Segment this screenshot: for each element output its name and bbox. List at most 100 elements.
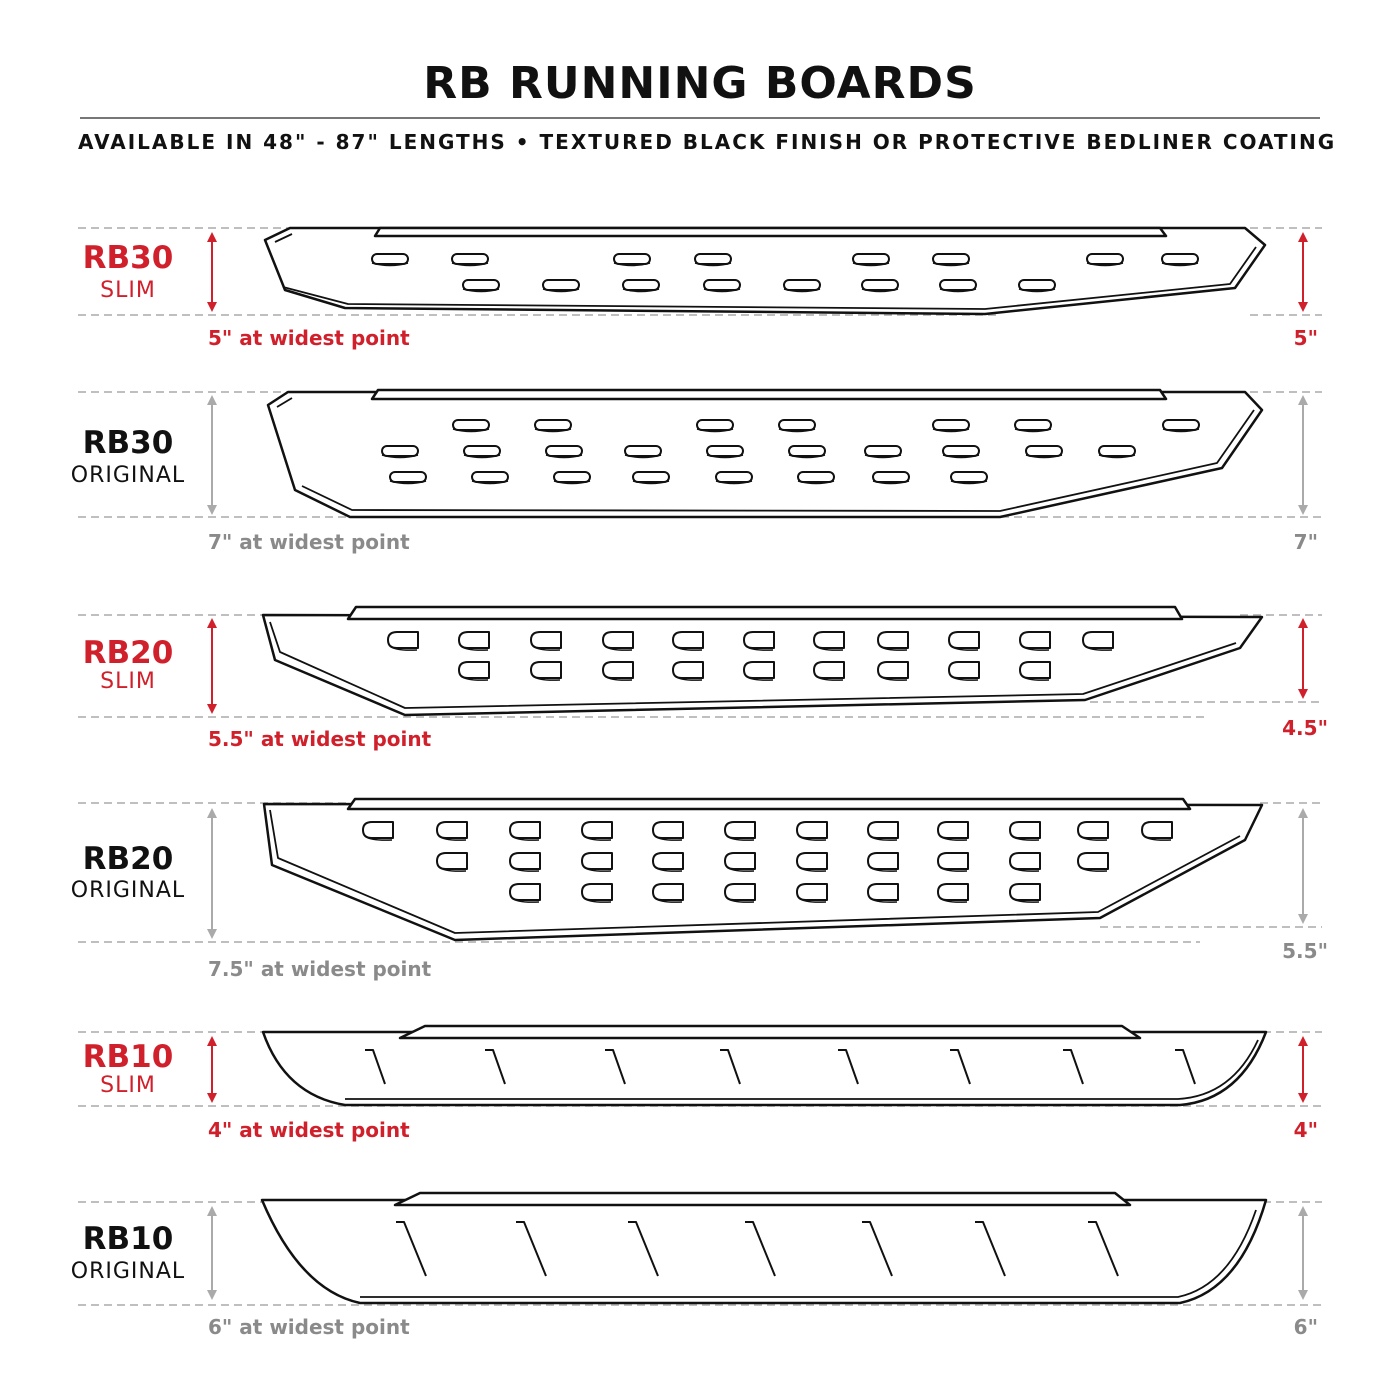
slot-hole <box>613 253 651 265</box>
traction-hole-shadow <box>438 866 467 872</box>
slot-hole-shadow <box>542 288 580 293</box>
groove-slash <box>516 1221 547 1277</box>
traction-hole-shadow <box>950 645 979 651</box>
traction-hole-shadow <box>460 675 489 681</box>
slot-hole-shadow <box>696 428 734 433</box>
traction-hole <box>509 852 541 870</box>
slot-hole-shadow <box>783 288 821 293</box>
traction-hole-shadow <box>511 897 540 903</box>
slot-hole <box>381 445 419 457</box>
arrow-head-down <box>207 1290 217 1300</box>
slot-hole-shadow <box>797 480 835 485</box>
arrow-head-down <box>207 1093 217 1103</box>
slot-hole-shadow <box>942 454 980 459</box>
slot-hole-shadow <box>788 454 826 459</box>
traction-hole <box>672 661 704 679</box>
board-top-lip <box>393 1191 1132 1207</box>
traction-hole <box>867 821 899 839</box>
slot-hole <box>1086 253 1124 265</box>
slot-hole-shadow <box>471 480 509 485</box>
board-edge-line <box>269 621 1237 709</box>
traction-hole <box>509 883 541 901</box>
groove-slash <box>975 1221 1006 1277</box>
traction-hole <box>1077 821 1109 839</box>
traction-hole <box>581 821 613 839</box>
traction-hole <box>458 661 490 679</box>
dimension-arrow <box>1298 808 1308 924</box>
arrow-head-down <box>1298 302 1308 312</box>
slot-hole <box>852 253 890 265</box>
running-board-rb30-slim <box>263 226 1267 316</box>
traction-hole-shadow <box>1079 835 1108 841</box>
groove-slash <box>365 1049 386 1085</box>
slot-hole <box>861 279 899 291</box>
slot-hole <box>1161 253 1199 265</box>
dimension-arrow <box>207 395 217 515</box>
arrow-head-down <box>207 302 217 312</box>
traction-hole-shadow <box>726 835 755 841</box>
traction-hole <box>724 821 756 839</box>
variant-rb30-slim: SLIM <box>100 278 156 303</box>
traction-hole-shadow <box>879 675 908 681</box>
slot-hole <box>1162 419 1200 431</box>
right-label-rb30-original: 7" <box>1293 530 1318 554</box>
traction-hole <box>652 852 684 870</box>
groove-slash <box>950 1049 971 1085</box>
traction-hole <box>1019 631 1051 649</box>
model-rb30-original: RB30 <box>82 425 174 461</box>
slot-hole-shadow <box>703 288 741 293</box>
dimension-arrow <box>1298 1036 1308 1103</box>
traction-hole <box>1077 852 1109 870</box>
arrow-head-down <box>207 929 217 939</box>
traction-hole-shadow <box>745 675 774 681</box>
slot-hole <box>715 471 753 483</box>
traction-hole <box>530 661 562 679</box>
board-top-lip <box>398 1024 1142 1040</box>
arrow-head-down <box>207 704 217 714</box>
groove-slash <box>605 1049 626 1085</box>
arrow-head-up <box>207 808 217 818</box>
arrow-head-down <box>1298 1093 1308 1103</box>
slot-hole <box>864 445 902 457</box>
traction-hole-shadow <box>879 645 908 651</box>
slot-hole <box>545 445 583 457</box>
traction-hole <box>362 821 394 839</box>
traction-hole <box>602 661 634 679</box>
traction-hole <box>436 852 468 870</box>
groove-slash <box>396 1221 427 1277</box>
slot-hole-shadow <box>553 480 591 485</box>
board-outline <box>262 802 1264 942</box>
slot-hole-shadow <box>1014 428 1052 433</box>
slot-hole-shadow <box>778 428 816 433</box>
traction-hole-shadow <box>815 645 844 651</box>
traction-hole-shadow <box>745 645 774 651</box>
arrow-head-up <box>1298 808 1308 818</box>
traction-hole <box>867 852 899 870</box>
slot-hole <box>1025 445 1063 457</box>
slot-hole <box>932 419 970 431</box>
model-rb30-slim: RB30 <box>82 240 174 276</box>
traction-hole <box>724 852 756 870</box>
model-rb20-slim: RB20 <box>82 635 174 671</box>
slot-hole <box>471 471 509 483</box>
dimension-arrow <box>207 232 217 312</box>
arrow-head-up <box>207 395 217 405</box>
traction-hole-shadow <box>726 866 755 872</box>
traction-hole <box>672 631 704 649</box>
slot-hole <box>706 445 744 457</box>
running-board-rb30-original <box>266 388 1264 519</box>
slot-hole <box>1018 279 1056 291</box>
traction-hole-shadow <box>939 897 968 903</box>
traction-hole <box>867 883 899 901</box>
running-board-rb10-slim <box>261 1024 1268 1107</box>
slot-hole <box>932 253 970 265</box>
slot-hole-shadow <box>389 480 427 485</box>
slot-hole-shadow <box>1161 262 1199 267</box>
traction-hole-shadow <box>1084 645 1113 651</box>
slot-hole-shadow <box>872 480 910 485</box>
traction-hole-shadow <box>583 835 612 841</box>
dimension-arrow <box>1298 618 1308 699</box>
dimension-arrow <box>1298 395 1308 515</box>
groove-slash <box>862 1221 893 1277</box>
variant-rb10-slim: SLIM <box>100 1073 156 1098</box>
